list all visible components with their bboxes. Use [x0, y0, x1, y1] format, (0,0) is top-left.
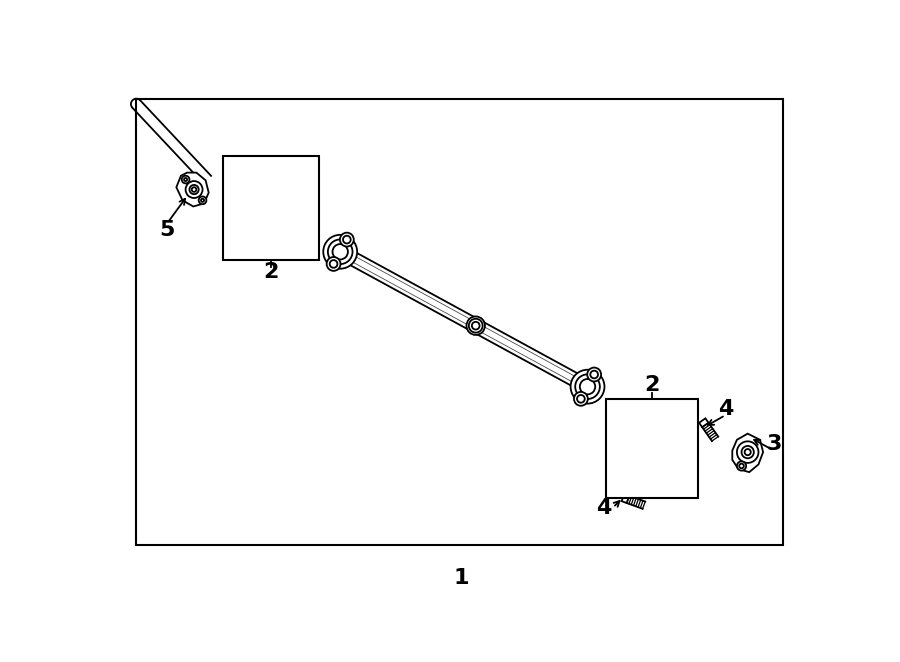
- Bar: [222, 156, 319, 260]
- Circle shape: [656, 444, 666, 453]
- Bar: [606, 399, 698, 498]
- Circle shape: [744, 449, 751, 455]
- Circle shape: [201, 199, 204, 202]
- Circle shape: [189, 185, 199, 194]
- Circle shape: [327, 257, 340, 271]
- Circle shape: [266, 213, 275, 222]
- Circle shape: [737, 461, 746, 471]
- Circle shape: [466, 316, 485, 335]
- Circle shape: [574, 392, 588, 406]
- Circle shape: [199, 197, 206, 204]
- Circle shape: [650, 446, 654, 451]
- Circle shape: [275, 204, 284, 213]
- Circle shape: [329, 241, 351, 263]
- Circle shape: [742, 446, 754, 458]
- Text: 1: 1: [454, 569, 469, 589]
- Circle shape: [644, 441, 660, 456]
- Text: 3: 3: [766, 434, 781, 454]
- Circle shape: [577, 376, 598, 397]
- Circle shape: [575, 374, 599, 399]
- Circle shape: [587, 367, 601, 381]
- Circle shape: [266, 204, 275, 213]
- Circle shape: [185, 181, 202, 198]
- Circle shape: [659, 446, 663, 451]
- Circle shape: [571, 370, 605, 404]
- Circle shape: [469, 319, 482, 332]
- Circle shape: [739, 463, 743, 468]
- Circle shape: [182, 175, 189, 183]
- Circle shape: [647, 453, 656, 462]
- Polygon shape: [733, 434, 763, 472]
- Bar: [136, 99, 783, 545]
- Circle shape: [329, 260, 338, 268]
- Circle shape: [650, 437, 654, 442]
- Circle shape: [577, 395, 585, 402]
- Circle shape: [590, 371, 598, 379]
- Circle shape: [256, 204, 266, 213]
- Circle shape: [184, 178, 187, 181]
- Circle shape: [259, 206, 264, 211]
- Circle shape: [472, 322, 480, 330]
- Circle shape: [737, 442, 759, 463]
- Circle shape: [647, 444, 656, 453]
- Circle shape: [192, 187, 196, 192]
- Circle shape: [263, 201, 278, 216]
- Text: 5: 5: [159, 220, 175, 240]
- Circle shape: [268, 197, 273, 201]
- Circle shape: [332, 244, 348, 260]
- Text: 2: 2: [263, 262, 278, 282]
- Circle shape: [328, 240, 353, 264]
- Circle shape: [323, 235, 357, 269]
- Text: 4: 4: [596, 498, 611, 518]
- Text: 4: 4: [717, 399, 733, 419]
- Polygon shape: [699, 418, 708, 427]
- Circle shape: [650, 455, 654, 460]
- Circle shape: [340, 232, 354, 246]
- Circle shape: [638, 444, 647, 453]
- Circle shape: [343, 236, 351, 244]
- Circle shape: [268, 215, 273, 220]
- Circle shape: [647, 434, 656, 444]
- Circle shape: [266, 195, 275, 204]
- Circle shape: [640, 446, 645, 451]
- Text: 2: 2: [644, 375, 660, 395]
- Polygon shape: [176, 173, 209, 207]
- Circle shape: [580, 379, 595, 395]
- Polygon shape: [622, 494, 629, 503]
- Circle shape: [277, 206, 283, 211]
- Circle shape: [268, 206, 273, 211]
